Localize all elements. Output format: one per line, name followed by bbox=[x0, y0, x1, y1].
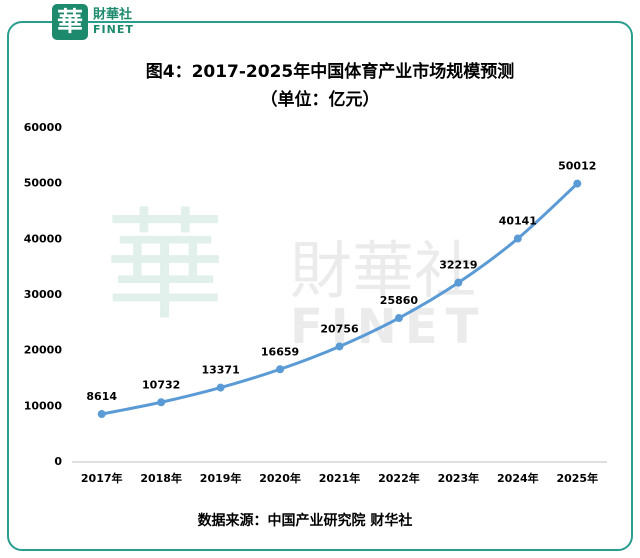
frame bbox=[7, 21, 633, 551]
chart-title: 图4：2017-2025年中国体育产业市场规模预测 bbox=[146, 61, 515, 82]
data-label: 8614 bbox=[86, 390, 117, 403]
x-tick-label: 2019年 bbox=[200, 471, 242, 485]
series-line bbox=[101, 182, 579, 416]
y-tick-label: 50000 bbox=[24, 177, 63, 190]
watermark-name: 財華社 bbox=[290, 234, 476, 307]
x-tick-label: 2024年 bbox=[497, 471, 539, 485]
data-label: 32219 bbox=[439, 259, 477, 272]
point bbox=[216, 383, 225, 392]
point bbox=[97, 410, 106, 419]
x-tick-label: 2020年 bbox=[259, 471, 301, 485]
point bbox=[157, 398, 166, 407]
point bbox=[573, 179, 582, 188]
source-note: 数据来源：中国产业研究院 财华社 bbox=[198, 512, 413, 529]
point bbox=[454, 278, 463, 287]
y-tick-label: 60000 bbox=[24, 121, 63, 134]
y-tick-label: 40000 bbox=[24, 232, 63, 245]
y-tick-label: 30000 bbox=[24, 288, 63, 301]
data-label: 25860 bbox=[380, 294, 419, 307]
data-label: 13371 bbox=[201, 364, 239, 377]
data-label: 10732 bbox=[142, 378, 180, 391]
logo-name: 財華社 bbox=[92, 7, 132, 23]
logo-char: 華 bbox=[57, 8, 83, 38]
y-tick-label: 20000 bbox=[24, 344, 63, 357]
y-tick-label: 0 bbox=[54, 455, 62, 468]
data-label: 50012 bbox=[558, 160, 596, 173]
x-tick-label: 2025年 bbox=[556, 471, 598, 485]
x-tick-label: 2023年 bbox=[438, 471, 480, 485]
watermark: 華 財華社 FINET bbox=[105, 198, 478, 355]
chart-subtitle: （单位：亿元） bbox=[261, 89, 380, 110]
point bbox=[513, 234, 522, 243]
y-tick-label: 10000 bbox=[24, 399, 63, 412]
x-tick-label: 2018年 bbox=[140, 471, 182, 485]
data-label: 16659 bbox=[261, 345, 299, 358]
x-tick-label: 2017年 bbox=[81, 471, 123, 485]
point bbox=[335, 342, 344, 351]
logo-box bbox=[52, 4, 88, 40]
x-tick-label: 2022年 bbox=[378, 471, 420, 485]
data-label: 20756 bbox=[320, 322, 359, 335]
point bbox=[276, 365, 285, 374]
x-tick-label: 2021年 bbox=[319, 471, 361, 485]
watermark-char: 華 bbox=[105, 198, 225, 337]
data-label: 40141 bbox=[499, 215, 537, 228]
logo-latin: FINET bbox=[93, 23, 134, 36]
point bbox=[394, 314, 403, 323]
